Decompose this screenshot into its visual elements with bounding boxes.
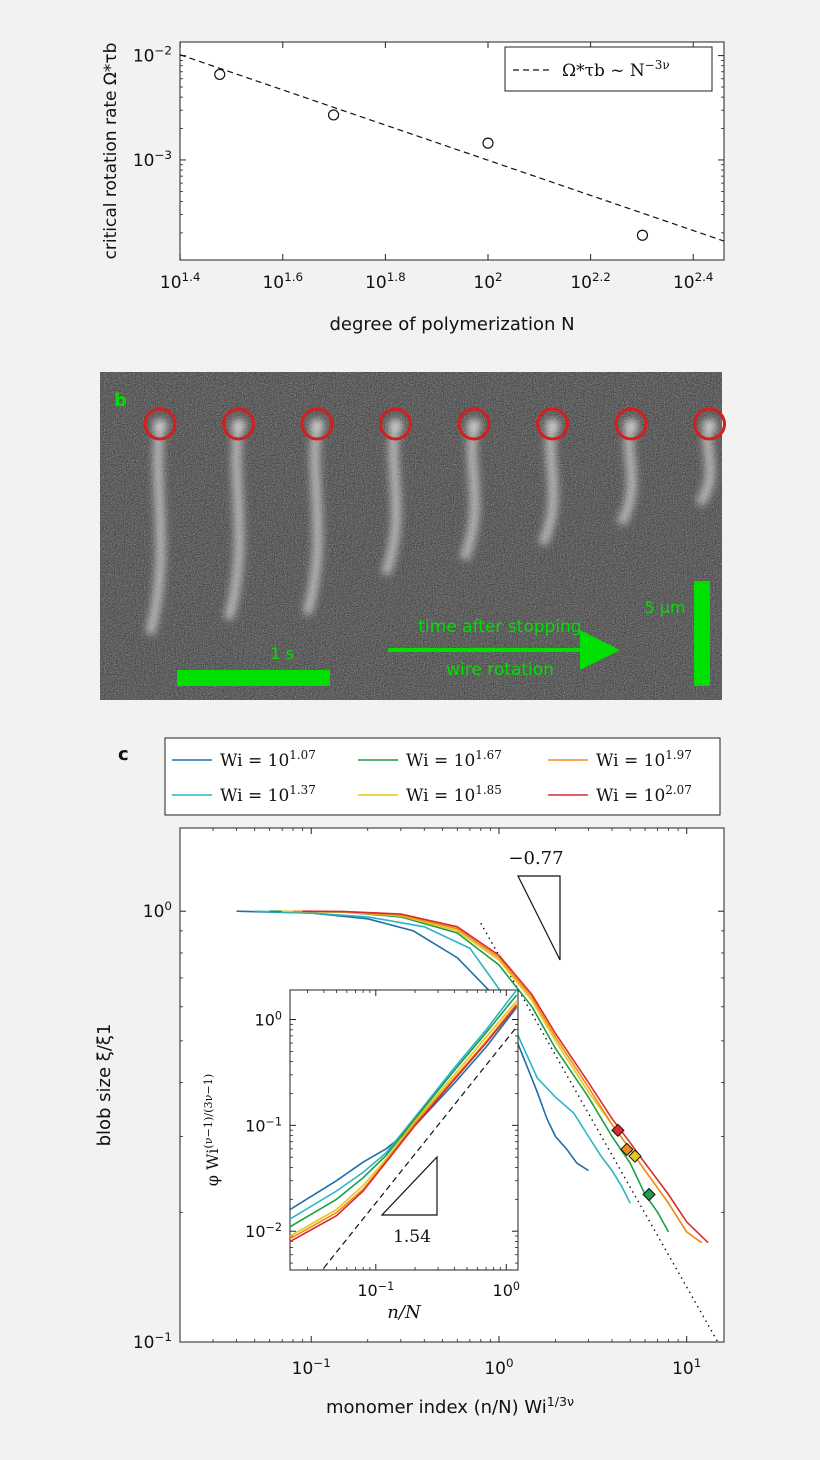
- inset-series-line: [290, 990, 518, 1220]
- bead: [310, 419, 324, 433]
- bead-markers: [143, 407, 726, 441]
- data-point: [636, 229, 649, 241]
- panel-c-slope-triangle: −0.77: [508, 848, 564, 961]
- inset-series-line: [290, 994, 518, 1228]
- y-tick-label: 10−1: [245, 1115, 282, 1136]
- panel-a-y-axis-label: critical rotation rate Ω*τb: [101, 43, 121, 260]
- panel-a-points: [214, 68, 649, 241]
- bead-marker-circle: [300, 407, 334, 441]
- polymer-strand: [145, 423, 166, 636]
- x-tick-label: 101.6: [262, 270, 303, 293]
- x-tick-label: 10−1: [357, 1280, 394, 1301]
- x-tick-label: 102.4: [673, 270, 714, 293]
- y-tick-label: 10−2: [133, 44, 172, 67]
- panel-a-fit-line: [180, 54, 724, 242]
- series-line: [302, 910, 709, 1244]
- panel-c-x-axis-label: monomer index (n/N) Wi1/3ν: [326, 1394, 574, 1419]
- panel-b-label: b: [114, 390, 127, 411]
- panel-a-legend: Ω*τb ~ N−3ν: [504, 46, 713, 92]
- inset-series-line: [290, 1000, 518, 1237]
- polymer-strand: [302, 423, 323, 616]
- panel-a-ticks: 101.4 101.6 101.8 102 102.2 102.4 10−2 10−3: [133, 42, 724, 293]
- inset-series-line: [290, 1005, 518, 1243]
- panel-c-slope-label: −0.77: [508, 848, 563, 869]
- legend-label: Wi = 101.07: [220, 748, 316, 771]
- panel-c-ticks: 10−1 100 101 100 10−1: [133, 828, 724, 1379]
- bead-marker-circle: [143, 407, 177, 441]
- legend-label: Wi = 102.07: [596, 783, 692, 806]
- series-line: [254, 910, 631, 1204]
- x-tick-label: 10−1: [292, 1356, 331, 1379]
- bead-marker-circle: [693, 407, 726, 441]
- inset-series: [290, 990, 518, 1243]
- bead: [388, 419, 403, 433]
- time-scale-label: 1 s: [270, 644, 294, 663]
- bead-marker-circle: [614, 407, 648, 441]
- diamond-marker: [642, 1187, 656, 1202]
- x-tick-label: 100: [493, 1280, 520, 1301]
- legend-label: Wi = 101.97: [596, 748, 692, 771]
- inset-x-axis-label: n/N: [387, 1302, 422, 1323]
- legend-label: Wi = 101.37: [220, 783, 316, 806]
- panel-b: b 1 s 5 μm time after stopping wire rota…: [100, 372, 726, 700]
- x-tick-label: 100: [484, 1356, 513, 1379]
- panel-a-x-axis-label: degree of polymerization N: [329, 314, 574, 335]
- data-point: [214, 68, 226, 81]
- inset-series-line: [290, 1003, 518, 1240]
- panel-a-legend-label: Ω*τb ~ N−3ν: [562, 58, 670, 81]
- polymer-strand: [538, 423, 558, 546]
- y-tick-label: 100: [255, 1009, 282, 1030]
- y-tick-label: 10−3: [133, 148, 172, 171]
- series-line: [292, 910, 703, 1244]
- panel-c-markers: [611, 1123, 656, 1202]
- diamond-marker: [611, 1123, 625, 1138]
- bead-marker-circle: [379, 407, 412, 441]
- inset-reference-line: [323, 1026, 518, 1269]
- bead: [467, 419, 481, 433]
- y-tick-label: 100: [143, 899, 172, 922]
- panel-a: 101.4 101.6 101.8 102 102.2 102.4 10−2 10−3 Ω*τ…: [101, 41, 725, 335]
- bead-marker-circle: [457, 407, 491, 441]
- polymer-strand: [224, 423, 244, 621]
- bead: [231, 419, 246, 433]
- inset-y-axis-label: φ Wi(ν−1)/(3ν−1): [202, 1074, 223, 1187]
- panel-c-reference-line: [480, 922, 719, 1342]
- diamond-marker: [628, 1149, 642, 1163]
- x-tick-label: 101: [672, 1356, 701, 1379]
- inset-slope-triangle: 1.54: [380, 1155, 438, 1247]
- x-tick-label: 101.4: [160, 270, 201, 293]
- y-tick-label: 10−1: [133, 1330, 172, 1353]
- x-tick-label: 102: [473, 270, 502, 293]
- inset-ticks: 10−1 100 100 10−1 10−2: [245, 990, 520, 1300]
- data-point: [327, 109, 340, 121]
- y-tick-label: 10−2: [245, 1221, 282, 1242]
- panel-c-y-axis-label: blob size ξ/ξ1: [94, 1024, 115, 1147]
- inset: 10−1 100 100 10−1 10−2 1.54 n/N φ Wi(ν−1)/(3…: [202, 989, 520, 1323]
- bead: [702, 419, 717, 433]
- legend-label: Wi = 101.85: [406, 783, 502, 806]
- legend-label: Wi = 101.67: [406, 748, 502, 771]
- arrow-label-line-2: wire rotation: [446, 660, 554, 680]
- polymer-strand: [616, 422, 637, 527]
- x-tick-label: 102.2: [570, 270, 611, 293]
- diamond-marker: [620, 1142, 634, 1157]
- panel-c-label: c: [118, 744, 129, 765]
- time-scale-bar: [177, 670, 330, 686]
- bead: [624, 419, 638, 433]
- bead-marker-circle: [536, 407, 569, 441]
- length-scale-label: 5 μm: [644, 598, 685, 617]
- bead: [153, 419, 167, 433]
- panel-c-legend: Wi = 101.07 Wi = 101.67 Wi = 101.97 Wi = 10…: [164, 737, 721, 816]
- bead-marker-circle: [222, 407, 255, 441]
- x-tick-label: 101.8: [365, 270, 406, 293]
- length-scale-bar: [694, 581, 710, 686]
- series-line: [236, 910, 589, 1172]
- arrow-label-line-1: time after stopping: [418, 617, 581, 637]
- data-point: [482, 137, 494, 149]
- bead: [545, 419, 560, 433]
- inset-slope-label: 1.54: [393, 1227, 431, 1247]
